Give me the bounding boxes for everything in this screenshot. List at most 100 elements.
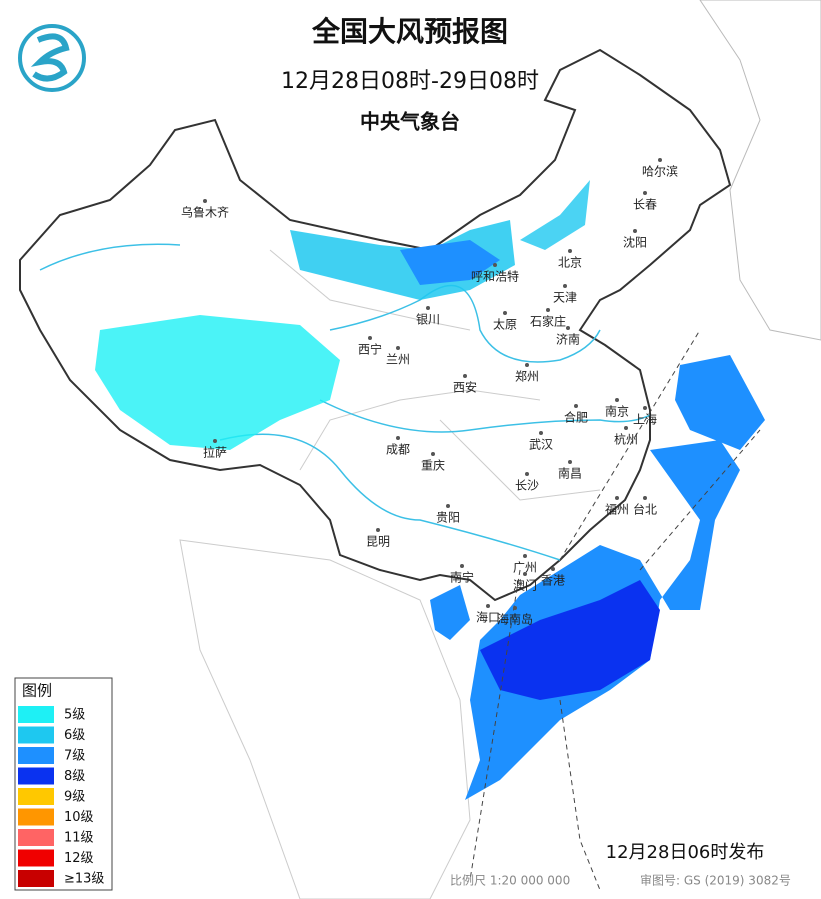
city-dot [643,191,647,195]
city-label: 西宁 [358,342,382,357]
wind-area [95,315,340,450]
city-label: 福州 [605,502,629,517]
city-dot [643,496,647,500]
neighbor-land [699,0,821,341]
city-label: 贵阳 [436,511,460,525]
city-label: 香港 [541,574,565,588]
city-dot [446,504,450,508]
city-dot [563,284,567,288]
city-dot [460,564,464,568]
city-dot [566,326,570,330]
city-label: 上海 [633,412,657,427]
city-label: 长沙 [515,479,539,493]
city-label: 海口 [476,610,500,625]
city-dot [525,363,529,367]
wind-area [480,580,660,700]
city-dot [493,263,497,267]
city-dot [513,606,517,610]
city-dot [658,158,662,162]
legend-swatch [18,767,54,785]
city-dot [368,336,372,340]
city-dot [523,572,527,576]
issuer: 中央气象台 [360,110,460,134]
city-dot [615,496,619,500]
city-dot [213,439,217,443]
city-dot [203,199,207,203]
city-dot [546,308,550,312]
city-dot [431,452,435,456]
legend-swatch [18,870,54,887]
legend-label: 6级 [64,728,85,743]
city-label: 台北 [633,502,657,517]
city-dot [426,306,430,310]
city-dot [376,528,380,532]
city-label: 昆明 [366,535,390,549]
legend-label: 9级 [64,790,85,805]
city-dot [568,249,572,253]
issued-time: 12月28日06时发布 [606,842,765,863]
city-label: 郑州 [515,369,539,384]
city-label: 哈尔滨 [642,164,678,179]
city-label: 兰州 [386,353,410,367]
city-label: 太原 [493,317,517,332]
legend-label: 11级 [64,831,94,846]
legend-items: 5级 6级 7级 8级 9级 10级 11级 12级 ≥13级 [18,706,104,887]
city-label: 合肥 [564,410,588,425]
city-dot [523,554,527,558]
approval: 审图号: GS (2019) 3082号 [640,873,791,888]
city-label: 呼和浩特 [471,269,519,284]
legend-swatch [18,747,54,764]
city-label: 沈阳 [623,235,647,250]
city-label: 乌鲁木齐 [181,205,229,220]
city-dot [574,404,578,408]
city-dot [615,398,619,402]
river [39,243,651,561]
city-label: 银川 [416,313,440,327]
legend-label: 10级 [64,810,94,825]
city-label: 拉萨 [203,445,227,460]
period: 12月28日08时-29日08时 [281,69,539,94]
city-label: 杭州 [614,432,638,447]
legend-label: 12级 [64,851,94,866]
legend-swatch [18,829,54,846]
city-label: 海南岛 [497,612,533,627]
wind-area [430,585,470,640]
city-label: 南京 [605,404,629,419]
city-label: 天津 [553,291,577,305]
city-dot [525,472,529,476]
legend-label: 5级 [64,708,85,723]
logo-mark [30,33,70,82]
city-label: 南昌 [558,466,582,481]
city-label: 南宁 [450,570,474,585]
city-label: 西安 [453,380,477,395]
legend-swatch [18,706,54,723]
legend-swatch [18,808,54,826]
province-border [269,249,601,501]
legend-label: ≥13级 [64,872,104,887]
city-label: 广州 [513,561,537,575]
scale: 比例尺 1:20 000 000 [450,874,570,888]
city-label: 成都 [386,443,410,457]
city-label: 济南 [556,332,580,347]
city-label: 澳门 [513,578,537,593]
city-dot [486,604,490,608]
legend-label: 7级 [64,749,85,764]
city-dot [503,311,507,315]
wind-area [675,355,765,450]
city-label: 长春 [633,198,657,212]
legend-swatch [18,726,54,744]
wind-area [400,240,500,285]
legend-swatch [18,788,54,805]
title: 全国大风预报图 [311,15,508,48]
neighbor-land [179,539,471,899]
city-label: 武汉 [529,438,553,452]
city-dot [568,460,572,464]
sea-boundary [469,329,761,891]
city-label: 石家庄 [530,314,566,329]
city-dot [396,436,400,440]
legend-title: 图例 [22,682,52,700]
city-label: 重庆 [421,459,445,473]
